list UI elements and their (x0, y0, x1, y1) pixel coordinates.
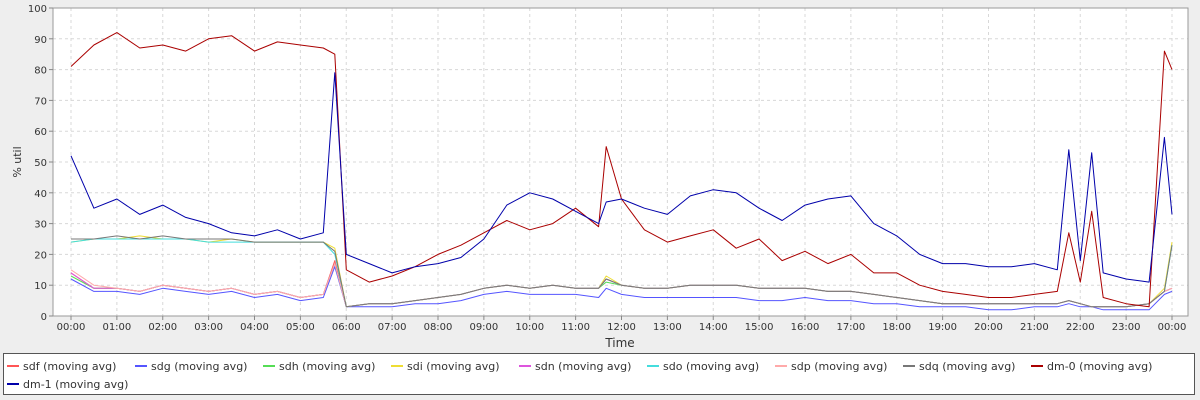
legend-swatch (519, 365, 531, 367)
legend-swatch (263, 365, 275, 367)
legend-item: sdi (moving avg) (391, 358, 500, 374)
x-tick-label: 10:00 (515, 322, 544, 333)
legend-swatch (135, 365, 147, 367)
y-tick-label: 0 (41, 312, 47, 323)
legend-item: sdq (moving avg) (903, 358, 1015, 374)
x-tick-label: 00:00 (1158, 322, 1187, 333)
legend-swatch (1031, 365, 1043, 367)
x-tick-label: 05:00 (286, 322, 315, 333)
legend-label: dm-0 (moving avg) (1047, 359, 1153, 373)
x-tick-label: 02:00 (148, 322, 177, 333)
x-tick-label: 11:00 (561, 322, 590, 333)
x-tick-label: 22:00 (1066, 322, 1095, 333)
legend-item: sdg (moving avg) (135, 358, 247, 374)
legend-swatch (391, 365, 403, 367)
legend-label: sdi (moving avg) (407, 359, 500, 373)
series-line-sdq (71, 235, 1173, 308)
x-tick-label: 18:00 (882, 322, 911, 333)
x-tick-label: 13:00 (653, 322, 682, 333)
y-tick-label: 40 (34, 189, 47, 200)
y-tick-label: 10 (34, 281, 47, 292)
legend-item: sdp (moving avg) (775, 358, 887, 374)
plot-background (53, 8, 1188, 316)
legend-item: dm-0 (moving avg) (1031, 358, 1152, 374)
legend-item: sdh (moving avg) (263, 358, 375, 374)
legend-label: sdf (moving avg) (23, 359, 117, 373)
y-tick-label: 90 (34, 35, 47, 46)
legend-item: sdf (moving avg) (7, 358, 116, 374)
x-tick-label: 23:00 (1112, 322, 1141, 333)
legend-label: sdp (moving avg) (791, 359, 888, 373)
legend-swatch (775, 365, 787, 367)
x-tick-label: 21:00 (1020, 322, 1049, 333)
x-tick-label: 17:00 (836, 322, 865, 333)
legend-swatch (647, 365, 659, 367)
series-line-dm-1 (70, 72, 1173, 283)
x-tick-label: 08:00 (424, 322, 453, 333)
series-line-dm-0 (70, 32, 1173, 308)
axes: 0 10 20 30 40 50 60 70 80 90 100 00:00 01:00 02:00 03:… (28, 4, 1187, 333)
legend-label: sdn (moving avg) (535, 359, 632, 373)
x-tick-label: 06:00 (332, 322, 361, 333)
legend-label: sdg (moving avg) (151, 359, 248, 373)
x-tick-label: 20:00 (974, 322, 1003, 333)
legend-swatch (7, 383, 19, 385)
series-line-sdg (70, 266, 1173, 311)
legend-label: sdo (moving avg) (663, 359, 760, 373)
x-tick-label: 14:00 (699, 322, 728, 333)
y-tick-label: 30 (34, 220, 47, 231)
x-tick-label: 09:00 (469, 322, 498, 333)
x-tick-label: 15:00 (745, 322, 774, 333)
y-tick-label: 80 (34, 66, 47, 77)
legend-swatch (903, 365, 915, 367)
x-tick-label: 19:00 (928, 322, 957, 333)
series-lines (70, 32, 1173, 311)
x-tick-label: 04:00 (240, 322, 269, 333)
y-tick-label: 20 (34, 250, 47, 261)
legend-label: dm-1 (moving avg) (23, 377, 129, 391)
x-tick-label: 03:00 (194, 322, 223, 333)
x-tick-label: 01:00 (102, 322, 131, 333)
y-tick-label: 70 (34, 96, 47, 107)
legend-label: sdq (moving avg) (919, 359, 1016, 373)
y-tick-label: 100 (28, 4, 47, 15)
y-tick-label: 50 (34, 158, 47, 169)
y-axis-label: % util (11, 146, 24, 177)
x-tick-label: 07:00 (378, 322, 407, 333)
x-axis-label: Time (604, 336, 634, 350)
line-chart: 0 10 20 30 40 50 60 70 80 90 100 00:00 01:00 02:00 03:… (11, 4, 1189, 350)
x-tick-label: 00:00 (57, 322, 86, 333)
legend-item: sdo (moving avg) (647, 358, 759, 374)
x-tick-label: 12:00 (607, 322, 636, 333)
legend-item: dm-1 (moving avg) (7, 376, 128, 392)
legend: sdf (moving avg) sdg (moving avg) sdh (mov… (3, 353, 1195, 395)
legend-swatch (7, 365, 19, 367)
legend-item: sdn (moving avg) (519, 358, 631, 374)
legend-label: sdh (moving avg) (279, 359, 376, 373)
y-tick-label: 60 (34, 127, 47, 138)
x-tick-label: 16:00 (791, 322, 820, 333)
